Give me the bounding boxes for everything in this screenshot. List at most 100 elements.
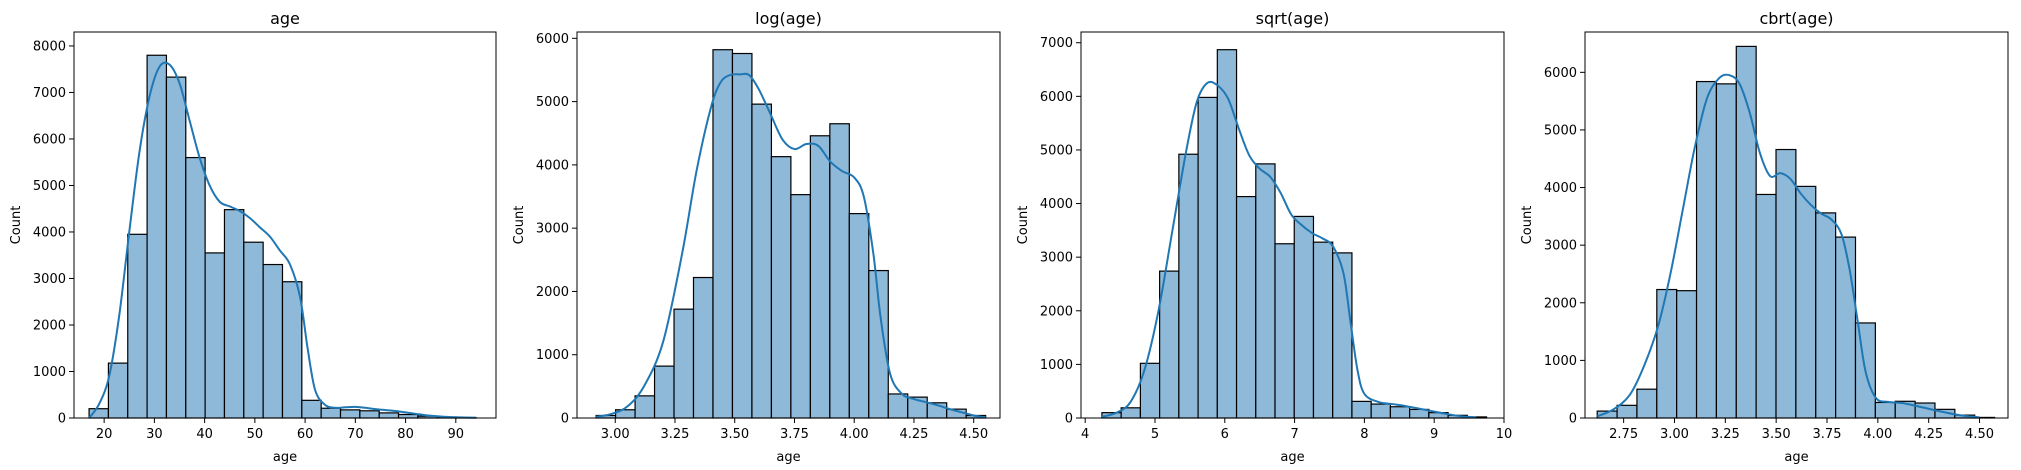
histogram-bar [378,412,400,419]
x-tick-label: 10 [1496,427,1513,442]
histogram-bar [165,76,187,419]
histogram-bar [1370,403,1391,419]
histogram-bar [301,399,322,419]
histogram-bar [1755,193,1777,419]
y-tick-label: 5000 [33,179,66,194]
histogram-bar [790,194,811,419]
x-tick-label: 3.75 [780,427,809,442]
y-tick-label: 1000 [1544,354,1577,369]
histogram-panel-0: 20 30 40 50 60 70 80 90 0 1000 2000 3000 4000 5000 600… [9,9,497,465]
kde-curve [595,72,986,419]
panel-title: log(age) [755,9,822,28]
histogram-bar [1636,388,1658,419]
histogram-bar [1274,243,1295,419]
histogram-bar [731,52,753,419]
y-tick-label: 2000 [33,318,66,333]
histogram-bar [223,209,245,419]
x-axis-label: age [1784,450,1808,465]
y-tick-label: 4000 [33,225,66,240]
axes-frame [1080,31,1505,419]
x-tick-label: 4.50 [959,427,988,442]
y-tick-label: 6000 [1040,90,1073,105]
x-tick-label: 4.25 [1914,427,1943,442]
x-tick-label: 3.25 [661,427,690,442]
y-tick-label: 2000 [536,285,569,300]
y-tick-label: 6000 [33,132,66,147]
x-tick-label: 30 [146,427,163,442]
x-tick-label: 70 [347,427,364,442]
histogram-bar [770,156,792,419]
histogram-bar [1775,148,1797,419]
histogram-panel-2: 4 5 6 7 8 9 10 0 1000 2000 3000 4000 5000 6000 7000 sqr… [1016,9,1512,465]
axes-frame [1584,31,2009,419]
histogram-bar [127,233,148,419]
histogram-bar [1332,252,1353,419]
panel-title: cbrt(age) [1759,9,1833,28]
y-tick-label: 1000 [536,348,569,363]
y-tick-label: 0 [561,412,569,427]
y-axis-label: Count [512,206,527,245]
histogram-bar [262,263,284,419]
x-tick-label: 60 [297,427,314,442]
histogram-bar [848,213,870,419]
histogram-bar [673,308,695,419]
x-tick-label: 50 [247,427,264,442]
y-tick-label: 3000 [1040,251,1073,266]
histogram-bar [243,241,264,419]
histogram-bar [1616,404,1638,419]
x-tick-label: 3.50 [720,427,749,442]
histogram-bar [1835,236,1857,419]
x-tick-label: 9 [1430,427,1438,442]
x-tick-label: 5 [1151,427,1159,442]
kde-curve [88,61,476,419]
histogram-bar [359,410,380,419]
x-tick-label: 3.00 [601,427,630,442]
y-tick-label: 7000 [33,86,66,101]
histogram-bar [320,407,342,419]
axes-frame [576,31,1001,419]
histogram-bar [712,49,734,419]
histogram-bar [107,362,129,419]
x-tick-label: 8 [1360,427,1368,442]
histogram-bar [1874,401,1896,419]
axes-frame [73,31,497,419]
y-tick-label: 1000 [1040,358,1073,373]
x-tick-label: 90 [448,427,465,442]
x-tick-label: 4.00 [1863,427,1892,442]
panel-title: sqrt(age) [1256,9,1330,28]
histogram-panel-1: 3.00 3.25 3.50 3.75 4.00 4.25 4.50 0 1000 2000 300… [512,9,1001,465]
histogram-bar [653,365,675,419]
histogram-bar [1293,215,1315,419]
x-tick-label: 4.25 [899,427,928,442]
y-tick-label: 3000 [33,272,66,287]
x-axis-label: age [1280,450,1304,465]
y-tick-label: 4000 [1544,181,1577,196]
x-axis-label: age [776,450,800,465]
y-tick-label: 0 [1065,412,1073,427]
x-tick-label: 4.50 [1965,427,1994,442]
histogram-bar [634,395,656,419]
histogram-bar [887,393,909,419]
histogram-bar [829,123,850,419]
y-tick-label: 0 [1569,412,1577,427]
histogram-bar [1715,83,1737,419]
y-tick-label: 5000 [1040,143,1073,158]
x-tick-label: 2.75 [1609,427,1638,442]
x-tick-label: 40 [196,427,213,442]
y-tick-label: 3000 [536,222,569,237]
histogram-bar [692,276,714,419]
histogram-bar [397,413,419,419]
y-tick-label: 2000 [1040,304,1073,319]
y-axis-label: Count [1016,206,1031,245]
kde-curve [1101,80,1477,419]
x-tick-label: 4.00 [840,427,869,442]
histogram-bar [204,252,226,419]
x-tick-label: 3.75 [1813,427,1842,442]
x-tick-label: 20 [96,427,113,442]
kde-curve [1596,73,1980,419]
x-tick-label: 7 [1290,427,1298,442]
y-axis-label: Count [9,206,24,245]
histogram-bar [1235,195,1257,419]
panel-title: age [270,9,300,28]
